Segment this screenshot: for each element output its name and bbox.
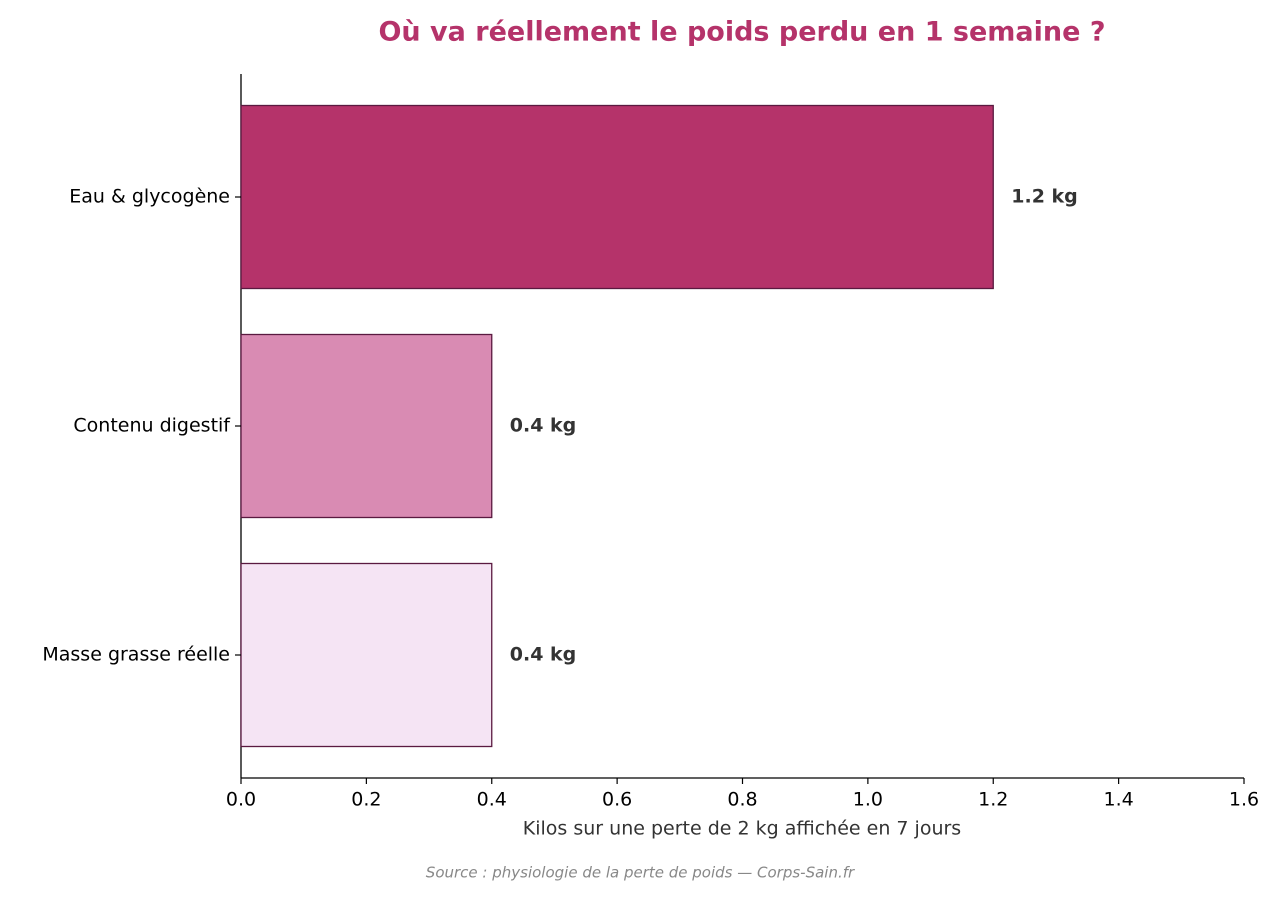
x-tick-label: 1.6 bbox=[1229, 789, 1259, 811]
y-tick-label: Contenu digestif bbox=[73, 415, 231, 437]
y-tick-label: Masse grasse réelle bbox=[42, 644, 230, 666]
x-tick-label: 0.2 bbox=[351, 789, 381, 811]
value-label: 0.4 kg bbox=[510, 415, 577, 437]
bar bbox=[240, 562, 493, 748]
x-tick-label: 0.8 bbox=[727, 789, 757, 811]
source: Source : physiologie de la perte de poid… bbox=[426, 864, 855, 882]
value-label: 0.4 kg bbox=[510, 644, 577, 666]
x-tick-label: 0.6 bbox=[602, 789, 632, 811]
x-tick-label: 1.2 bbox=[978, 789, 1008, 811]
y-tick-label: Eau & glycogène bbox=[69, 186, 230, 208]
chart-title: Où va réellement le poids perdu en 1 sem… bbox=[378, 17, 1105, 48]
x-tick-label: 1.4 bbox=[1104, 789, 1134, 811]
bar bbox=[240, 333, 493, 519]
bar bbox=[240, 104, 994, 290]
x-tick-label: 1.0 bbox=[853, 789, 883, 811]
x-tick-label: 0.0 bbox=[226, 789, 256, 811]
value-label: 1.2 kg bbox=[1011, 186, 1078, 208]
x-tick-label: 0.4 bbox=[477, 789, 507, 811]
x-axis-label: Kilos sur une perte de 2 kg affichée en … bbox=[523, 818, 961, 840]
